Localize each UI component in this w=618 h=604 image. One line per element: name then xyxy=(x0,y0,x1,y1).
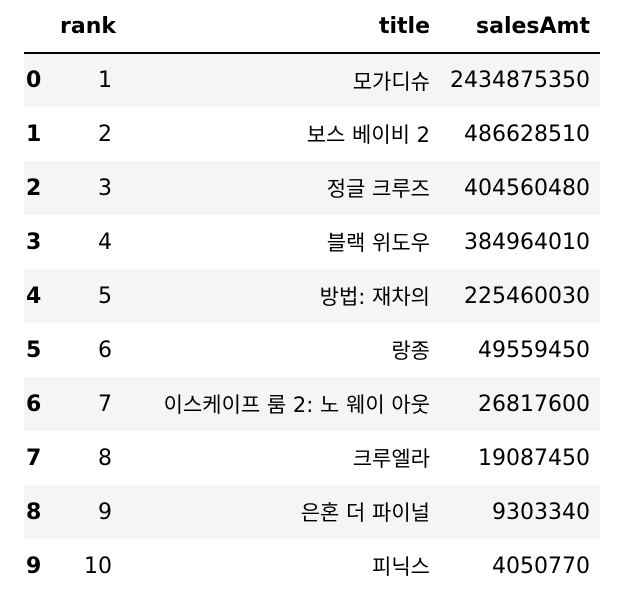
table-row: 1 2 보스 베이비 2 486628510 xyxy=(24,107,600,161)
title-cell: 랑종 xyxy=(391,339,430,363)
row-index: 5 xyxy=(26,337,42,363)
title-cell: 방법: 재차의 xyxy=(319,285,430,309)
salesamt-cell: 404560480 xyxy=(464,175,590,201)
row-index: 0 xyxy=(26,68,42,93)
row-index: 4 xyxy=(26,283,42,309)
rank-cell: 2 xyxy=(98,121,112,147)
table-row: 2 3 정글 크루즈 404560480 xyxy=(24,161,600,215)
title-cell: 피닉스 xyxy=(372,555,430,579)
title-cell: 이스케이프 룸 2: 노 웨이 아웃 xyxy=(163,393,430,417)
row-index: 8 xyxy=(26,499,42,525)
table-row: 8 9 은혼 더 파이널 9303340 xyxy=(24,485,600,539)
title-cell: 보스 베이비 2 xyxy=(306,123,430,147)
dataframe-table: rank title salesAmt 0 1 모가디슈 2434875350 1 2 보스… xyxy=(24,0,600,593)
rank-cell: 10 xyxy=(84,553,112,579)
title-cell: 정글 크루즈 xyxy=(326,177,430,201)
rank-cell: 1 xyxy=(98,68,112,93)
title-cell: 크루엘라 xyxy=(352,447,430,471)
table-body: 0 1 모가디슈 2434875350 1 2 보스 베이비 2 486628510 2 3 정글 … xyxy=(24,53,600,593)
row-index: 7 xyxy=(26,445,42,471)
table-row: 4 5 방법: 재차의 225460030 xyxy=(24,269,600,323)
header-row: rank title salesAmt xyxy=(24,0,600,54)
salesamt-column-header: salesAmt xyxy=(440,0,600,54)
row-index: 1 xyxy=(26,121,42,147)
rank-cell: 3 xyxy=(98,175,112,201)
rank-cell: 7 xyxy=(98,391,112,417)
title-cell: 블랙 위도우 xyxy=(326,231,430,255)
table-header: rank title salesAmt xyxy=(24,0,600,54)
salesamt-cell: 49559450 xyxy=(478,337,590,363)
index-column-header xyxy=(24,0,60,54)
title-cell: 은혼 더 파이널 xyxy=(300,501,430,525)
salesamt-cell: 384964010 xyxy=(464,229,590,255)
rank-cell: 8 xyxy=(98,445,112,471)
rank-cell: 6 xyxy=(98,337,112,363)
table-row: 9 10 피닉스 4050770 xyxy=(24,539,600,593)
salesamt-cell: 9303340 xyxy=(492,499,590,525)
row-index: 6 xyxy=(26,391,42,417)
table-row: 7 8 크루엘라 19087450 xyxy=(24,431,600,485)
title-column-header: title xyxy=(126,0,440,54)
table-row: 5 6 랑종 49559450 xyxy=(24,323,600,377)
rank-cell: 4 xyxy=(98,229,112,255)
salesamt-cell: 19087450 xyxy=(478,445,590,471)
row-index: 9 xyxy=(26,553,42,579)
salesamt-cell: 4050770 xyxy=(492,553,590,579)
rank-column-header: rank xyxy=(60,0,126,54)
title-cell: 모가디슈 xyxy=(352,69,430,94)
salesamt-cell: 26817600 xyxy=(478,391,590,417)
salesamt-cell: 486628510 xyxy=(464,121,590,147)
table-row: 0 1 모가디슈 2434875350 xyxy=(24,53,600,107)
table-row: 6 7 이스케이프 룸 2: 노 웨이 아웃 26817600 xyxy=(24,377,600,431)
row-index: 3 xyxy=(26,229,42,255)
row-index: 2 xyxy=(26,175,42,201)
salesamt-cell: 225460030 xyxy=(464,283,590,309)
salesamt-cell: 2434875350 xyxy=(450,68,590,93)
table-row: 3 4 블랙 위도우 384964010 xyxy=(24,215,600,269)
rank-cell: 5 xyxy=(98,283,112,309)
rank-cell: 9 xyxy=(98,499,112,525)
